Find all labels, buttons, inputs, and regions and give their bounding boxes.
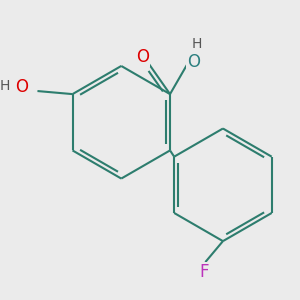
Text: H: H [0,79,10,93]
Text: H: H [191,38,202,51]
Text: O: O [15,78,28,96]
Text: O: O [187,52,200,70]
Text: O: O [136,48,149,66]
Text: F: F [199,263,208,281]
